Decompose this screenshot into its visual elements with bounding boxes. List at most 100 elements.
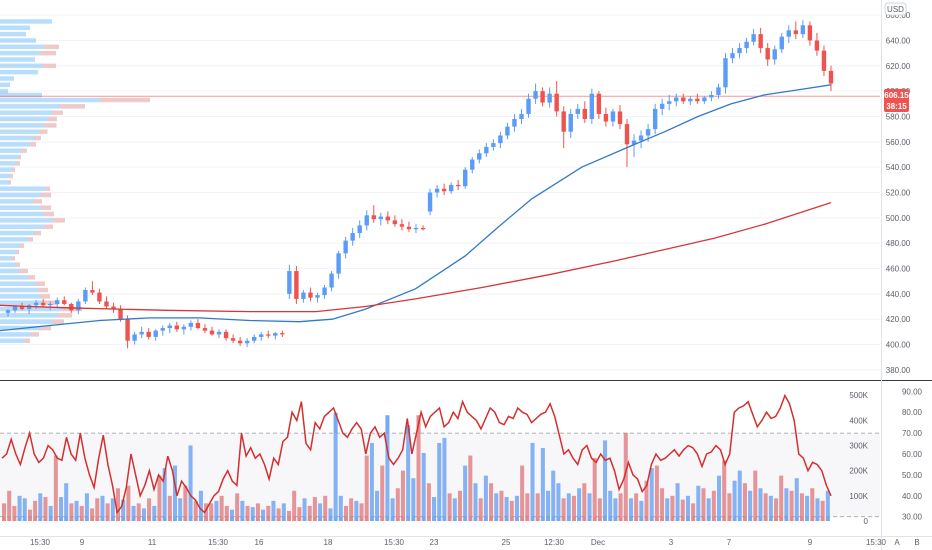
candle-body	[547, 93, 552, 103]
volume-bar	[499, 490, 504, 521]
candle-body	[582, 108, 588, 120]
volume-bar	[421, 453, 426, 521]
price-tick-label: 440.00	[886, 290, 911, 299]
candle-body	[153, 330, 158, 337]
volume-profile-down-bar	[52, 319, 64, 324]
volume-bar	[343, 505, 349, 521]
time-tick-label: 16	[255, 538, 264, 547]
volume-bar	[198, 490, 203, 521]
candle-body	[674, 97, 679, 102]
candle-body	[793, 30, 799, 35]
volume-bar	[17, 495, 22, 521]
time-tick-label: 15:30	[30, 538, 51, 547]
volume-bar	[489, 483, 494, 521]
candle-body	[392, 220, 398, 225]
candle-body	[540, 91, 545, 103]
volume-profile-down-bar	[16, 249, 19, 255]
rsi-band	[0, 433, 880, 517]
rsi-tick-label: 40.00	[902, 492, 923, 501]
volume-profile-up-bar	[0, 38, 36, 43]
volume-bar	[774, 498, 779, 521]
candle-body	[533, 91, 538, 99]
volume-tick-label: 300K	[849, 441, 868, 450]
candle-body	[146, 331, 151, 337]
volume-bar	[753, 470, 758, 521]
volume-bar	[188, 445, 193, 521]
candle-body	[336, 253, 341, 274]
candle-body	[364, 215, 369, 226]
volume-bar	[820, 500, 825, 521]
volume-bar	[333, 412, 338, 521]
volume-bar	[147, 498, 152, 521]
volume-profile-up-bar	[0, 57, 35, 62]
volume-tick-label: 200K	[849, 467, 868, 476]
volume-bar	[608, 490, 613, 521]
volume-profile-down-bar	[34, 135, 41, 141]
volume-bar	[628, 498, 633, 521]
last-price-label: 606.15 38:15	[884, 89, 909, 112]
volume-bar	[69, 503, 74, 521]
candle-body	[821, 50, 827, 71]
candle-body	[132, 334, 137, 341]
volume-profile-up-bar	[0, 167, 12, 172]
auto-scale-button[interactable]: A	[894, 538, 900, 547]
volume-profile-down-bar	[52, 218, 65, 223]
log-scale-button[interactable]: B	[914, 538, 919, 547]
volume-bar	[178, 498, 183, 521]
candle-body	[737, 48, 742, 54]
volume-bar	[732, 480, 737, 521]
candle-body	[378, 216, 384, 220]
volume-profile-up-bar	[0, 154, 18, 160]
volume-profile-down-bar	[38, 287, 48, 293]
volume-bar	[742, 483, 747, 521]
volume-bar	[649, 468, 654, 521]
time-tick-label: 3	[669, 538, 674, 547]
last-price-box	[884, 89, 909, 112]
volume-profile-up-bar	[0, 319, 52, 324]
volume-bar	[447, 493, 452, 521]
volume-bar	[478, 498, 483, 521]
volume-profile-up-bar	[0, 249, 16, 255]
volume-bar	[654, 465, 659, 521]
volume-bar	[2, 503, 7, 521]
time-tick-label: 11	[148, 538, 157, 547]
volume-profile-up-bar	[0, 82, 10, 88]
volume-bar	[292, 490, 297, 521]
volume-bar	[426, 483, 431, 521]
candle-body	[434, 188, 440, 193]
volume-bar	[369, 442, 374, 521]
volume-bar	[115, 488, 121, 521]
price-tick-label: 400.00	[886, 341, 911, 350]
candle-body	[188, 322, 194, 327]
candle-body	[470, 159, 475, 170]
volume-profile-up-bar	[0, 69, 38, 75]
volume-bar	[380, 465, 385, 521]
candle-body	[237, 340, 243, 344]
candle-body	[315, 295, 320, 298]
volume-profile-up-bar	[0, 275, 28, 280]
moving-average-slow-line	[0, 201, 832, 313]
currency-badge[interactable]: USD	[884, 2, 907, 16]
volume-bar	[722, 460, 727, 521]
volume-profile-down-bar	[20, 268, 28, 274]
candle-body	[568, 113, 573, 132]
volume-profile-up-bar	[0, 224, 44, 229]
volume-bar	[27, 509, 32, 521]
volume-bar	[603, 440, 608, 521]
candle-body	[209, 330, 215, 335]
volume-bar	[706, 498, 711, 521]
candle-body	[385, 216, 391, 221]
bar-countdown: 38:15	[886, 102, 907, 111]
volume-profile-up-bar	[0, 332, 30, 337]
price-pane	[0, 14, 880, 371]
volume-bar	[219, 495, 224, 521]
candle-body	[779, 36, 784, 50]
volume-bar	[457, 490, 462, 521]
candle-body	[280, 333, 285, 335]
rsi-tick-label: 80.00	[902, 408, 923, 417]
candle-body	[617, 111, 623, 125]
time-tick-label: Dec	[591, 538, 605, 547]
volume-profile-down-bar	[8, 180, 11, 185]
volume-bar	[577, 488, 582, 521]
candle-body	[343, 240, 348, 254]
